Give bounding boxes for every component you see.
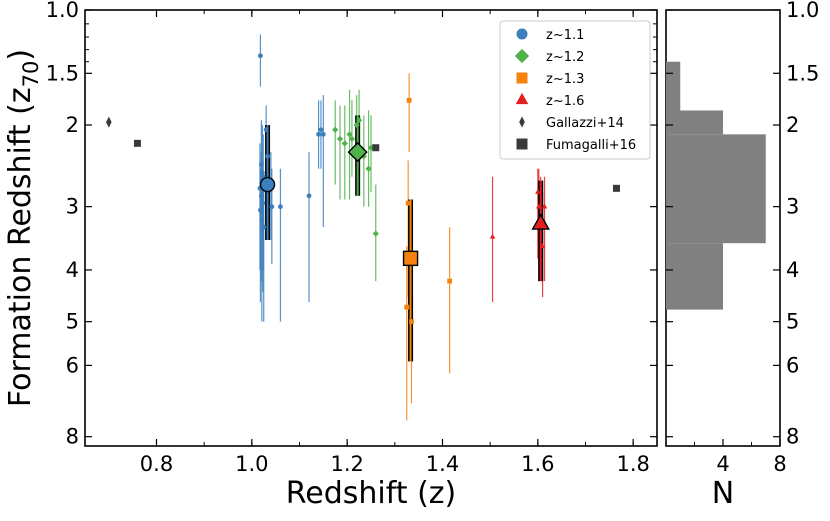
y-tick-label-2: 2: [66, 113, 79, 137]
point-s0-9: [261, 224, 267, 230]
legend: z~1.1 z~1.2 z~1.3 z~1.6 Gallazzi+14 Fumagalli…: [499, 20, 651, 160]
y-axis-label-close: ): [3, 49, 38, 61]
hist-y-tick-label-6: 6: [786, 353, 799, 377]
point-s3-4: [539, 243, 546, 249]
point-s0-8: [259, 218, 265, 223]
y-tick-label-4: 4: [66, 258, 79, 282]
ticks-layer: 0.8 1.0 1.2 1.4 1.6 1.8 1.0 1.0 1.5 1.5 2 2 3 3 4 4 5 5 6 6…: [46, 0, 820, 476]
y-axis-label-main: Formation Redshift (z: [3, 87, 38, 407]
point-s2-3: [409, 319, 414, 325]
point-s3-2: [536, 203, 542, 209]
point-s1-3: [346, 131, 353, 138]
point-s2-1: [405, 200, 411, 206]
point-s3-0: [489, 233, 496, 239]
legend-marker-5: [516, 138, 528, 150]
point-s0-13: [269, 204, 275, 210]
y-tick-label-1: 1.5: [46, 61, 79, 85]
point-s0-18: [320, 131, 326, 137]
y-tick-label-5: 5: [66, 310, 79, 334]
point-s0-17: [318, 127, 324, 133]
hist-bar-3: [666, 243, 723, 310]
point-s0-0: [258, 53, 263, 59]
histogram-layer: [666, 61, 766, 310]
point-s1-5: [353, 121, 360, 129]
legend-label-0: z~1.1: [546, 28, 584, 43]
y-axis-label: Formation Redshift (z70): [3, 49, 43, 407]
hist-y-tick-label-2: 2: [786, 113, 799, 137]
point-s0-16: [316, 131, 321, 137]
point-s2-0: [406, 97, 412, 103]
hist-bar-2: [666, 134, 766, 244]
points-layer: [106, 53, 620, 325]
legend-label-3: z~1.6: [546, 94, 584, 109]
point-s0-15: [306, 193, 312, 199]
hist-y-tick-label-7: 8: [786, 425, 799, 449]
point-s0-2: [259, 170, 265, 176]
hist-bar-1: [666, 110, 723, 135]
x-axis-label: Redshift (z): [286, 476, 456, 511]
legend-label-4: Gallazzi+14: [546, 116, 624, 131]
legend-marker-4: [519, 116, 525, 128]
point-s1-0: [332, 126, 339, 133]
hist-bar-0: [666, 61, 681, 111]
y-axis-label-sub: 70: [19, 61, 43, 88]
legend-marker-3: [515, 92, 529, 105]
legend-box: [499, 20, 651, 160]
point-s1-8: [365, 165, 372, 172]
y-tick-label-7: 8: [66, 425, 79, 449]
hist-x-tick-label-0: 4: [716, 452, 729, 476]
x-tick-label-1: 1.0: [235, 452, 268, 476]
lit-point-1-2: [612, 184, 620, 192]
x-tick-label-4: 1.6: [521, 452, 554, 476]
hist-x-axis-label: N: [712, 476, 734, 511]
x-tick-label-5: 1.8: [616, 452, 649, 476]
lit-point-0-0: [106, 116, 112, 128]
hist-x-tick-label-1: 8: [773, 452, 786, 476]
legend-marker-0: [516, 28, 528, 40]
legend-entries: z~1.1 z~1.2 z~1.3 z~1.6 Gallazzi+14 Fumagalli…: [514, 28, 636, 153]
point-s1-2: [341, 140, 348, 147]
hist-y-tick-label-0: 1.0: [786, 0, 819, 22]
legend-label-2: z~1.3: [546, 72, 584, 87]
point-s1-10: [372, 230, 379, 237]
lit-point-1-1: [372, 144, 380, 152]
y-tick-label-0: 1.0: [46, 0, 79, 22]
summary-point-1: [347, 141, 368, 163]
y-tick-label-3: 3: [66, 195, 79, 219]
summary-point-3: [531, 213, 550, 230]
point-s0-6: [260, 200, 266, 206]
point-s1-4: [348, 135, 356, 142]
hist-y-tick-label-1: 1.5: [786, 61, 819, 85]
lit-point-1-0: [133, 139, 141, 147]
x-tick-label-0: 0.8: [140, 452, 173, 476]
legend-marker-1: [514, 48, 530, 64]
point-s0-11: [265, 153, 270, 159]
summary-point-0: [259, 176, 276, 193]
point-s0-14: [278, 204, 283, 210]
hist-y-tick-label-3: 3: [786, 195, 799, 219]
point-s2-2: [404, 304, 410, 310]
hist-y-tick-label-5: 5: [786, 310, 799, 334]
x-tick-label-3: 1.4: [426, 452, 459, 476]
point-s1-1: [336, 135, 344, 142]
point-s0-10: [263, 127, 269, 133]
point-s3-1: [535, 188, 541, 194]
main-plot-frame: [84, 9, 658, 447]
legend-marker-2: [516, 72, 528, 84]
y-tick-label-6: 6: [66, 353, 79, 377]
point-s0-7: [258, 207, 263, 213]
point-s3-5: [541, 203, 548, 209]
point-s0-5: [258, 193, 264, 199]
legend-label-5: Fumagalli+16: [546, 138, 636, 153]
legend-label-1: z~1.2: [546, 50, 584, 65]
x-tick-label-2: 1.2: [330, 452, 363, 476]
hist-y-tick-label-4: 4: [786, 258, 799, 282]
point-s1-6: [355, 117, 363, 124]
point-s0-1: [258, 162, 264, 168]
summary-point-2: [402, 250, 419, 267]
point-s2-4: [447, 278, 453, 284]
